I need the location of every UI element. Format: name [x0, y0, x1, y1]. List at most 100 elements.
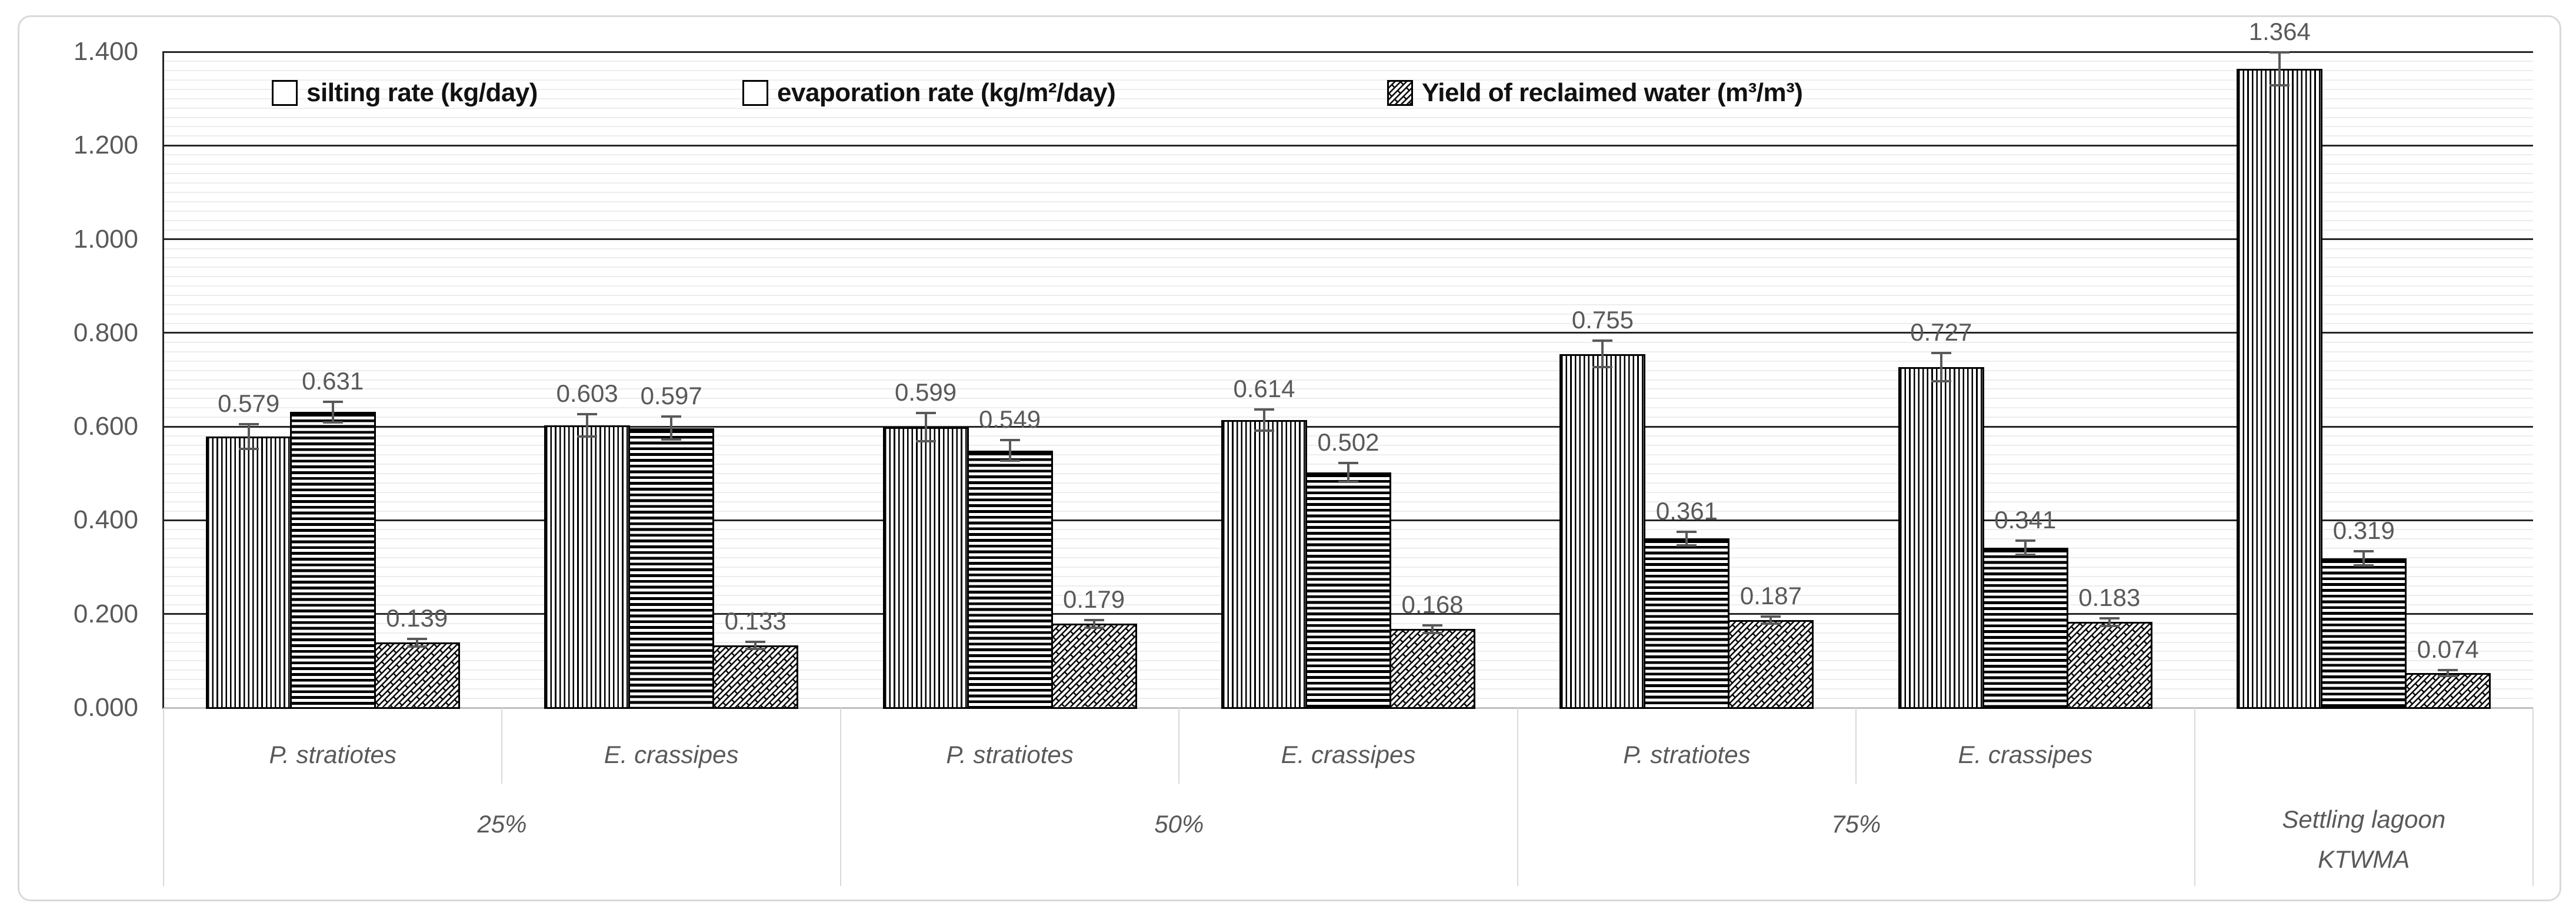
error-bar-line [754, 641, 757, 649]
bar-diagonal-shingle [1728, 620, 1814, 709]
y-tick-label: 1.000 [73, 224, 138, 254]
error-bar-line [2024, 541, 2027, 555]
bar-horizontal-lines [1305, 472, 1391, 709]
bar-vertical-lines [544, 425, 631, 709]
error-bar-line [924, 413, 927, 441]
error-bar-line [1769, 616, 1772, 624]
data-label: 0.361 [1655, 497, 1718, 525]
category-divider [1855, 708, 1857, 784]
error-bar-cap [1592, 365, 1613, 368]
gridline-minor [164, 107, 2533, 109]
error-bar-cap [1422, 624, 1442, 627]
data-label: 0.597 [640, 382, 702, 410]
legend-item-silting-rate: silting rate (kg/day) [272, 78, 538, 108]
bar-vertical-lines [1221, 419, 1307, 709]
error-bar-cap [1254, 408, 1274, 411]
bar-horizontal-lines [628, 428, 715, 709]
data-label: 0.187 [1739, 581, 1802, 609]
bar-vertical-lines [205, 436, 292, 709]
error-bar-cap [2354, 564, 2374, 567]
gridline-minor [164, 454, 2533, 455]
error-bar-line [586, 414, 589, 437]
error-bar-line [1092, 620, 1095, 628]
group-label: 25% [477, 810, 527, 838]
data-label: 0.139 [386, 604, 448, 632]
gridline-minor [164, 88, 2533, 90]
data-label: 0.549 [979, 405, 1041, 434]
error-bar-cap [915, 412, 936, 415]
gridline-minor [164, 314, 2533, 315]
data-label: 0.179 [1063, 585, 1125, 614]
error-bar-cap [322, 421, 343, 424]
error-bar-cap [1592, 339, 1613, 342]
bar-vertical-lines [2237, 68, 2323, 709]
error-bar-line [2362, 551, 2365, 565]
gridline-minor [164, 379, 2533, 381]
gridline-minor [164, 445, 2533, 446]
gridline-minor [164, 135, 2533, 137]
y-tick-label: 0.600 [73, 412, 138, 441]
species-label: P. stratiotes [1623, 741, 1751, 768]
y-tick-label: 0.200 [73, 599, 138, 628]
gridline-minor [164, 79, 2533, 81]
error-bar-cap [238, 447, 259, 450]
y-tick-label: 0.000 [73, 693, 138, 722]
gridline-minor [164, 257, 2533, 259]
error-bar-cap [322, 400, 343, 403]
category-divider [2532, 708, 2534, 886]
error-bar-cap [745, 640, 766, 643]
error-bar-cap [2270, 84, 2290, 86]
error-bar-cap [1761, 622, 1781, 625]
gridline-minor [164, 360, 2533, 362]
error-bar-cap [2015, 554, 2035, 557]
gridline-minor [164, 69, 2533, 71]
data-label: 0.614 [1233, 375, 1295, 403]
gridline-minor [164, 304, 2533, 306]
error-bar-cap [1931, 352, 1951, 355]
diagonal-shingle-pattern-icon [1387, 80, 1413, 106]
error-bar-line [1685, 531, 1688, 546]
bar-horizontal-lines [1644, 538, 1730, 709]
species-label: E. crassipes [1958, 741, 2093, 768]
category-divider [1517, 708, 1518, 886]
error-bar-cap [2015, 539, 2035, 542]
error-bar-cap [1677, 530, 1697, 533]
gridline-minor [164, 164, 2533, 165]
category-divider [501, 708, 503, 784]
error-bar-cap [1338, 481, 1358, 484]
bar-horizontal-lines [1982, 548, 2068, 709]
bar-diagonal-shingle [1051, 624, 1137, 709]
error-bar-cap [1084, 619, 1104, 622]
data-label: 0.133 [724, 607, 787, 635]
error-bar-cap [2099, 624, 2120, 627]
gridline-minor [164, 398, 2533, 399]
gridline-minor [164, 154, 2533, 156]
gridline-major [164, 144, 2533, 146]
gridline-major [164, 425, 2533, 428]
error-bar-cap [406, 645, 427, 648]
error-bar-cap [915, 439, 936, 442]
group-label: 75% [1831, 810, 1881, 838]
gridline-minor [164, 126, 2533, 128]
horizontal-lines-pattern-icon [742, 80, 768, 106]
gridline-minor [164, 201, 2533, 202]
gridline-minor [164, 435, 2533, 437]
error-bar-cap [999, 439, 1020, 442]
data-label: 0.168 [1401, 590, 1464, 618]
error-bar-cap [238, 423, 259, 426]
category-divider [2194, 708, 2195, 886]
error-bar-line [331, 401, 334, 422]
error-bar-line [2108, 618, 2111, 626]
data-label: 0.341 [1994, 506, 2057, 534]
data-label: 0.502 [1317, 428, 1379, 457]
gridline-minor [164, 116, 2533, 118]
gridline-minor [164, 173, 2533, 175]
gridline-minor [164, 210, 2533, 212]
species-label: E. crassipes [604, 741, 739, 768]
data-label: 0.579 [218, 389, 280, 418]
species-label: P. stratiotes [269, 741, 396, 768]
data-label: 0.631 [302, 367, 364, 395]
data-label: 1.364 [2248, 17, 2311, 45]
